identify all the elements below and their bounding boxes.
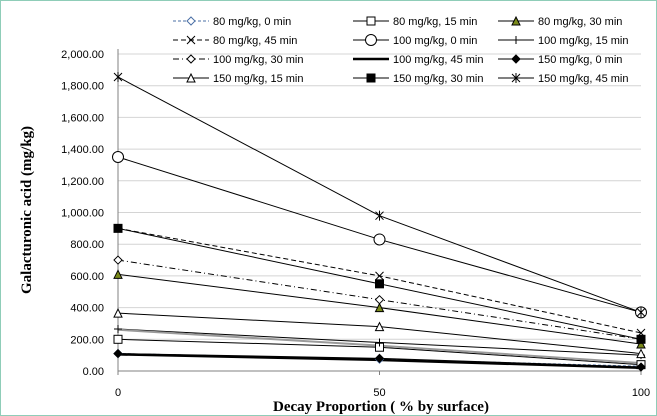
marker-square xyxy=(113,223,123,233)
legend-entry: 150 mg/kg, 0 min xyxy=(498,54,622,66)
legend-entry: 100 mg/kg, 0 min xyxy=(353,34,477,47)
axes: 0.00 200.00 400.00 600.00 800.00 1,000.00 1,20… xyxy=(61,49,650,399)
legend-entry: 100 mg/kg, 15 min xyxy=(498,35,629,47)
y-tick-label: 400.00 xyxy=(70,303,104,315)
marker-plus xyxy=(512,36,520,44)
marker-diamond xyxy=(374,294,385,305)
legend-label: 150 mg/kg, 30 min xyxy=(393,73,484,85)
legend-label: 80 mg/kg, 0 min xyxy=(213,16,291,28)
marker-asterisk xyxy=(636,307,646,318)
legend-label: 100 mg/kg, 15 min xyxy=(538,35,629,47)
marker-triangle xyxy=(636,338,646,349)
marker-diamond xyxy=(113,255,123,265)
marker-triangle xyxy=(374,302,385,313)
marker-diamond xyxy=(374,353,385,364)
marker-triangle xyxy=(113,308,123,318)
marker-circle xyxy=(365,34,377,46)
y-tick-label: 600.00 xyxy=(70,271,104,283)
marker-square xyxy=(375,279,384,289)
y-tick-label: 200.00 xyxy=(70,334,104,346)
legend-label: 100 mg/kg, 30 min xyxy=(213,54,304,66)
marker-diamond xyxy=(113,348,123,359)
marker-triangle xyxy=(636,348,646,359)
legend-entry: 80 mg/kg, 30 min xyxy=(498,15,622,28)
legend-entry: 150 mg/kg, 45 min xyxy=(498,73,629,85)
y-axis-title: Galacturonic acid (mg/kg) xyxy=(19,126,35,294)
marker-diamond xyxy=(511,54,521,64)
legend-label: 150 mg/kg, 15 min xyxy=(213,73,304,85)
legend-label: 150 mg/kg, 0 min xyxy=(538,54,622,66)
legend-entry: 100 mg/kg, 30 min xyxy=(173,54,304,66)
marker-diamond xyxy=(636,362,646,372)
legend-entry: 150 mg/kg, 30 min xyxy=(353,73,484,85)
x-tick-label: 100 xyxy=(632,387,650,399)
legend-label: 100 mg/kg, 0 min xyxy=(393,35,477,47)
y-tick-label: 1,200.00 xyxy=(61,176,104,188)
marker-triangle xyxy=(374,321,385,332)
legend: 80 mg/kg, 0 min 80 mg/kg, 15 min 80 mg/kg,… xyxy=(173,15,629,85)
marker-x xyxy=(375,271,384,281)
y-tick-label: 800.00 xyxy=(70,239,104,251)
marker-square xyxy=(636,334,646,344)
y-tick-label: 0.00 xyxy=(83,366,104,378)
marker-triangle xyxy=(113,269,123,279)
marker-triangle xyxy=(511,15,521,26)
marker-circle xyxy=(373,233,386,246)
marker-diamond xyxy=(186,16,196,26)
legend-entry: 100 mg/kg, 45 min xyxy=(353,54,484,66)
marker-asterisk xyxy=(375,210,384,221)
legend-label: 100 mg/kg, 45 min xyxy=(393,54,484,66)
marker-circle xyxy=(112,151,124,164)
legend-entry: 80 mg/kg, 45 min xyxy=(173,35,297,47)
marker-square xyxy=(366,16,376,26)
y-tick-label: 1,000.00 xyxy=(61,208,104,220)
y-tick-label: 2,000.00 xyxy=(61,49,104,61)
legend-label: 80 mg/kg, 30 min xyxy=(538,16,622,28)
x-axis-title: Decay Proportion ( % by surface) xyxy=(273,399,489,415)
legend-entry: 80 mg/kg, 15 min xyxy=(353,16,477,28)
marker-asterisk xyxy=(511,73,521,83)
x-tick-label: 0 xyxy=(115,387,121,399)
legend-label: 80 mg/kg, 15 min xyxy=(393,16,477,28)
y-tick-label: 1,800.00 xyxy=(61,81,104,93)
marker-plus xyxy=(114,324,122,333)
marker-square xyxy=(113,334,123,344)
marker-square xyxy=(366,73,376,83)
series-markers xyxy=(112,71,647,372)
legend-entry: 150 mg/kg, 15 min xyxy=(173,72,304,85)
marker-plus xyxy=(375,338,384,347)
legend-label: 80 mg/kg, 45 min xyxy=(213,35,297,47)
x-tick-label: 50 xyxy=(373,387,385,399)
marker-x xyxy=(186,35,196,45)
legend-label: 150 mg/kg, 45 min xyxy=(538,73,629,85)
marker-asterisk xyxy=(113,71,123,82)
marker-diamond xyxy=(186,54,196,64)
marker-triangle xyxy=(186,72,196,83)
legend-entry: 80 mg/kg, 0 min xyxy=(173,16,291,28)
y-tick-label: 1,400.00 xyxy=(61,144,104,156)
y-tick-label: 1,600.00 xyxy=(61,112,104,124)
series-line xyxy=(117,76,642,313)
